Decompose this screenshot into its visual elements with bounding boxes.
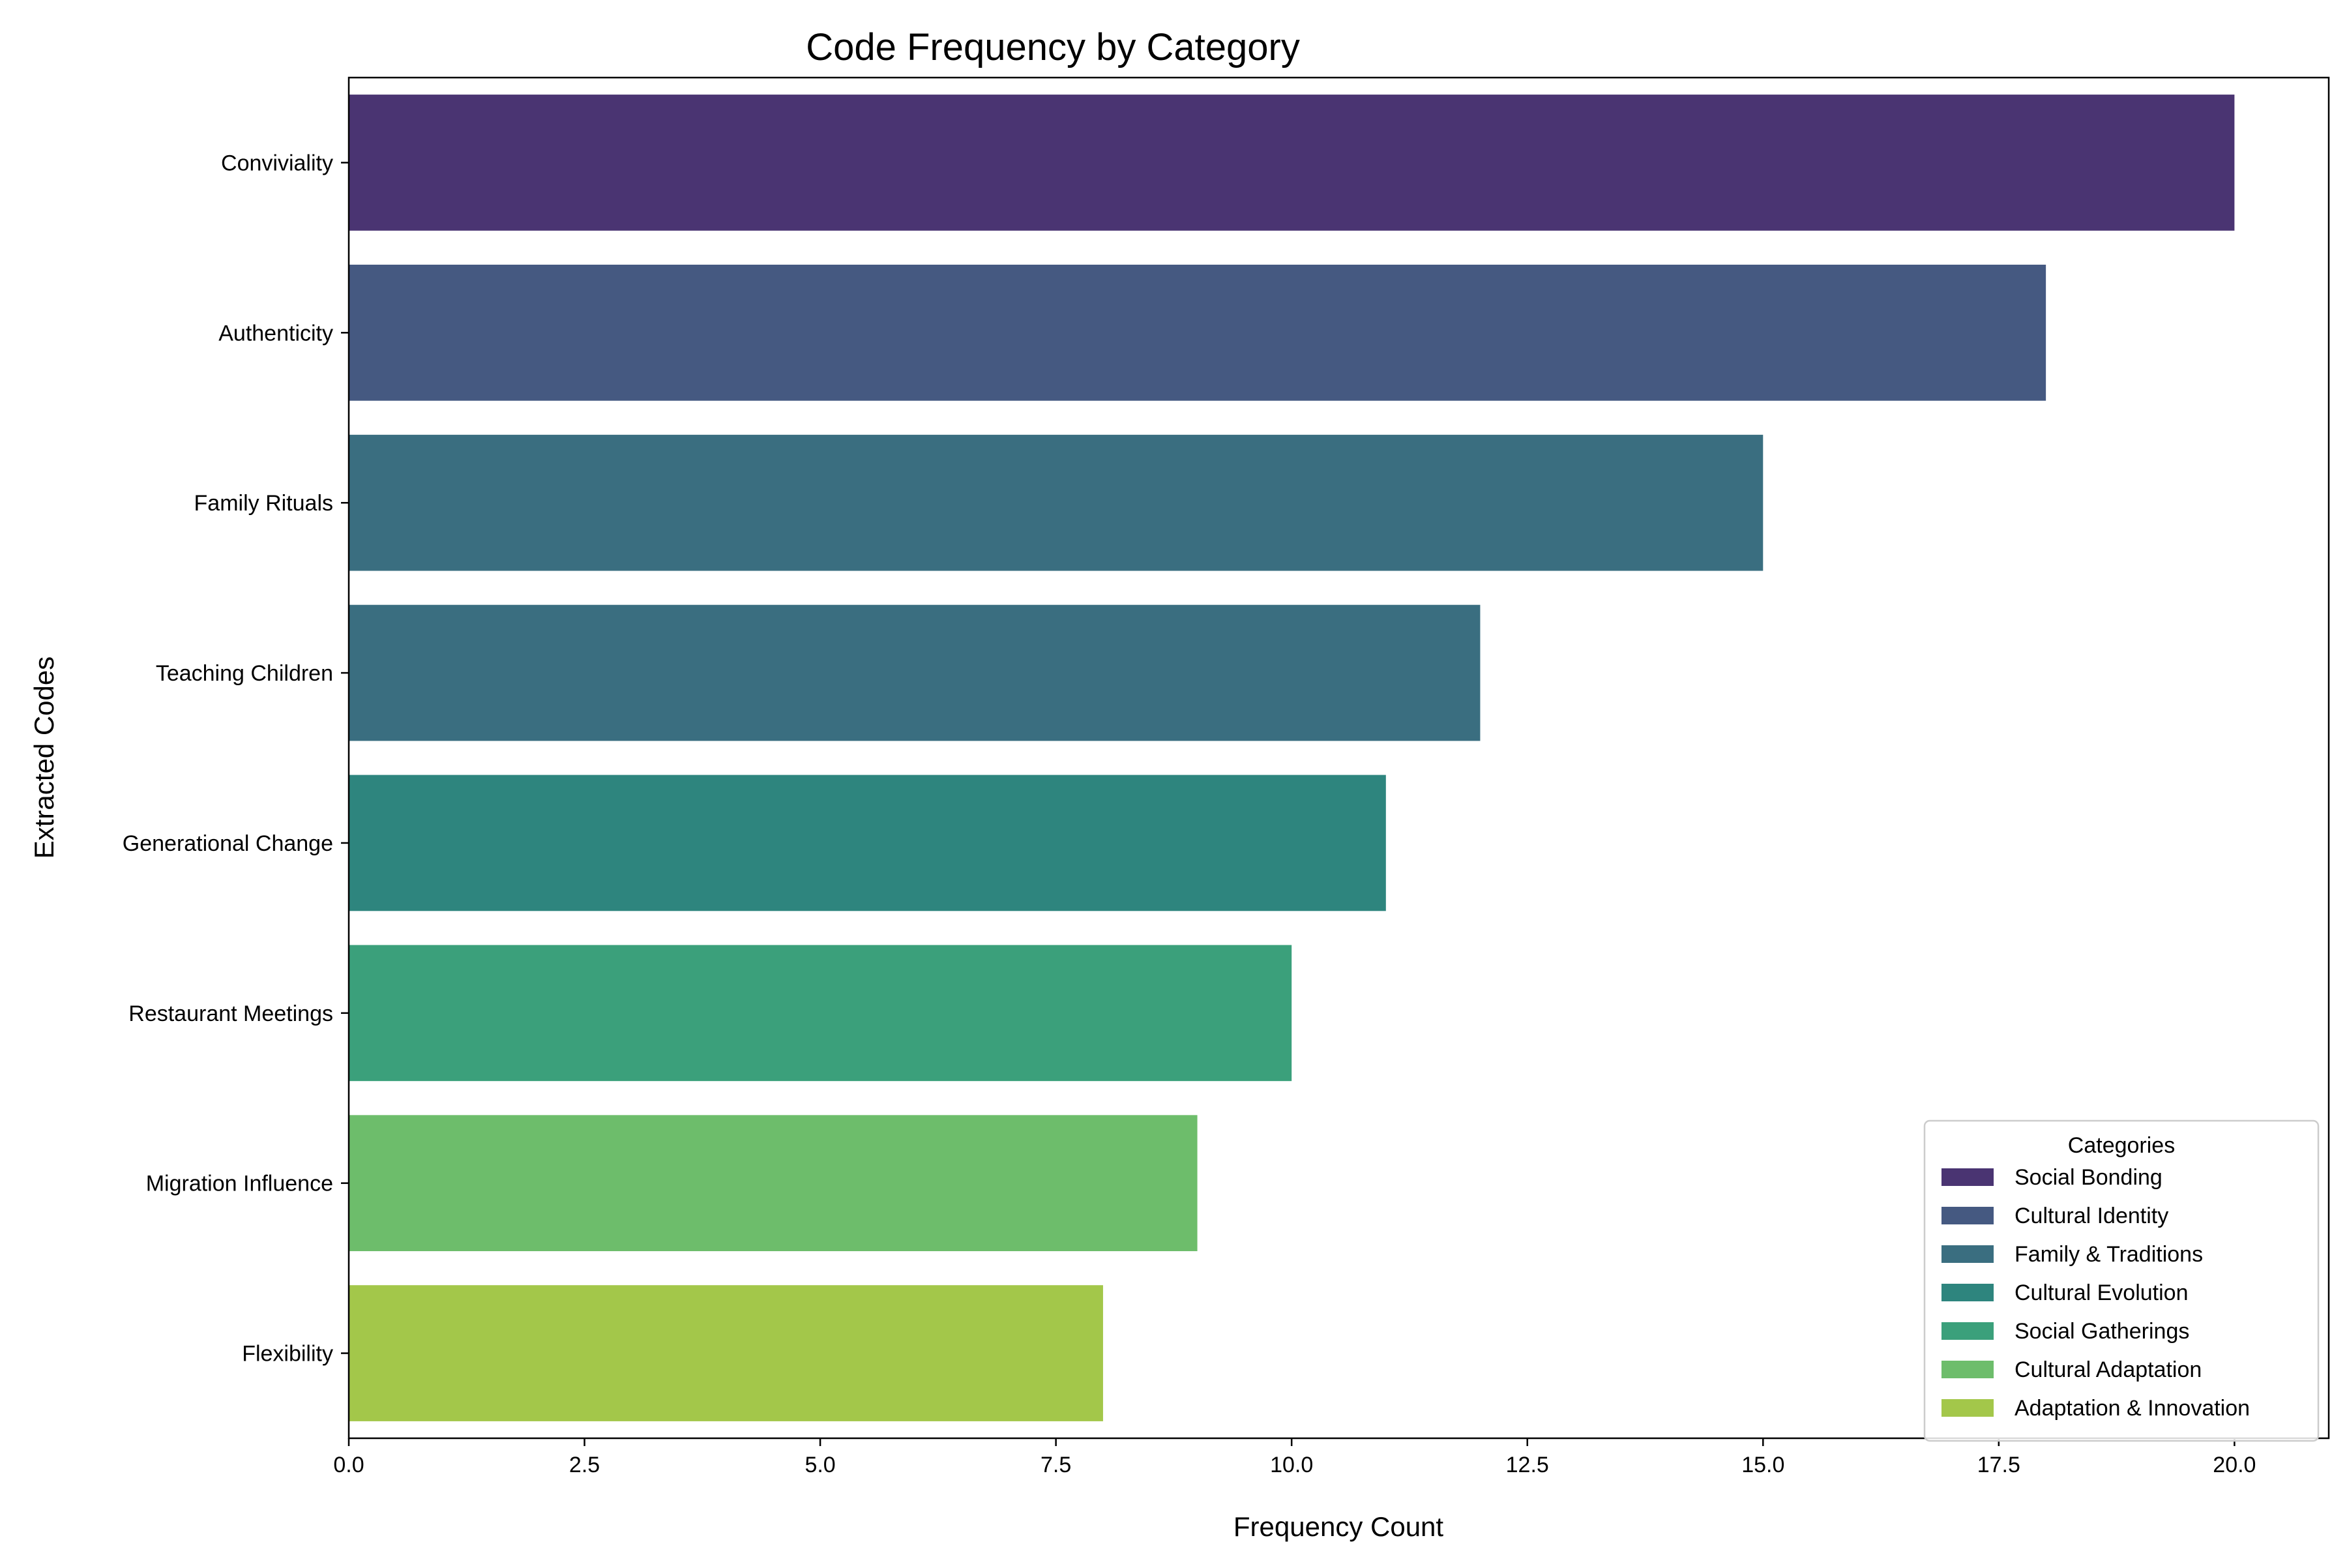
x-tick-label: 0.0 (333, 1453, 364, 1477)
y-tick-label: Restaurant Meetings (128, 1001, 333, 1026)
y-axis-ticks: Conviviality Authenticity Family Rituals Te… (123, 151, 349, 1367)
legend-label: Cultural Evolution (2015, 1280, 2188, 1305)
x-tick-label: 15.0 (1741, 1453, 1784, 1477)
x-axis-ticks: 0.0 2.5 5.0 7.5 10.0 12.5 15.0 17.5 20.0 (333, 1438, 2256, 1477)
x-tick-label: 17.5 (1977, 1453, 2020, 1477)
bar (349, 604, 1481, 741)
y-tick-label: Migration Influence (146, 1172, 333, 1196)
legend-items: Social Bonding Cultural Identity Family & … (1941, 1165, 2250, 1421)
x-tick-label: 7.5 (1041, 1453, 1071, 1477)
x-tick-label: 20.0 (2213, 1453, 2256, 1477)
legend-label: Cultural Adaptation (2015, 1357, 2202, 1382)
bar (349, 1115, 1198, 1252)
y-tick-label: Teaching Children (156, 661, 333, 686)
legend-swatch (1941, 1284, 1994, 1301)
chart-title: Code Frequency by Category (806, 26, 1300, 68)
legend-swatch (1941, 1245, 1994, 1263)
y-tick-label: Authenticity (218, 321, 333, 346)
legend: Categories Social Bonding Cultural Identi… (1923, 1119, 2320, 1442)
legend-swatch (1941, 1207, 1994, 1224)
bar (349, 264, 2046, 401)
x-tick-label: 10.0 (1270, 1453, 1313, 1477)
y-tick-label: Generational Change (123, 831, 333, 856)
x-tick-label: 2.5 (569, 1453, 600, 1477)
legend-swatch (1941, 1322, 1994, 1340)
legend-label: Family & Traditions (2015, 1242, 2203, 1267)
legend-swatch (1941, 1168, 1994, 1186)
legend-label: Cultural Identity (2015, 1204, 2168, 1228)
x-tick-label: 5.0 (804, 1453, 835, 1477)
legend-title: Categories (2068, 1133, 2175, 1158)
legend-label: Adaptation & Innovation (2015, 1396, 2250, 1421)
y-tick-label: Conviviality (221, 151, 333, 175)
legend-swatch (1941, 1361, 1994, 1378)
y-tick-label: Flexibility (242, 1342, 333, 1367)
bars-layer (349, 95, 2235, 1421)
bar (349, 95, 2235, 231)
bar (349, 775, 1386, 911)
y-tick-label: Family Rituals (194, 491, 333, 516)
x-tick-label: 12.5 (1506, 1453, 1549, 1477)
legend-label: Social Gatherings (2015, 1319, 2189, 1344)
bar (349, 1285, 1103, 1421)
legend-label: Social Bonding (2015, 1165, 2162, 1190)
bar (349, 945, 1292, 1082)
legend-swatch (1941, 1399, 1994, 1417)
y-axis-label: Extracted Codes (29, 657, 59, 859)
legend-frame (1923, 1119, 2320, 1442)
x-axis-label: Frequency Count (1233, 1511, 1444, 1542)
plot-frame (347, 76, 2330, 1440)
bar (349, 434, 1764, 571)
